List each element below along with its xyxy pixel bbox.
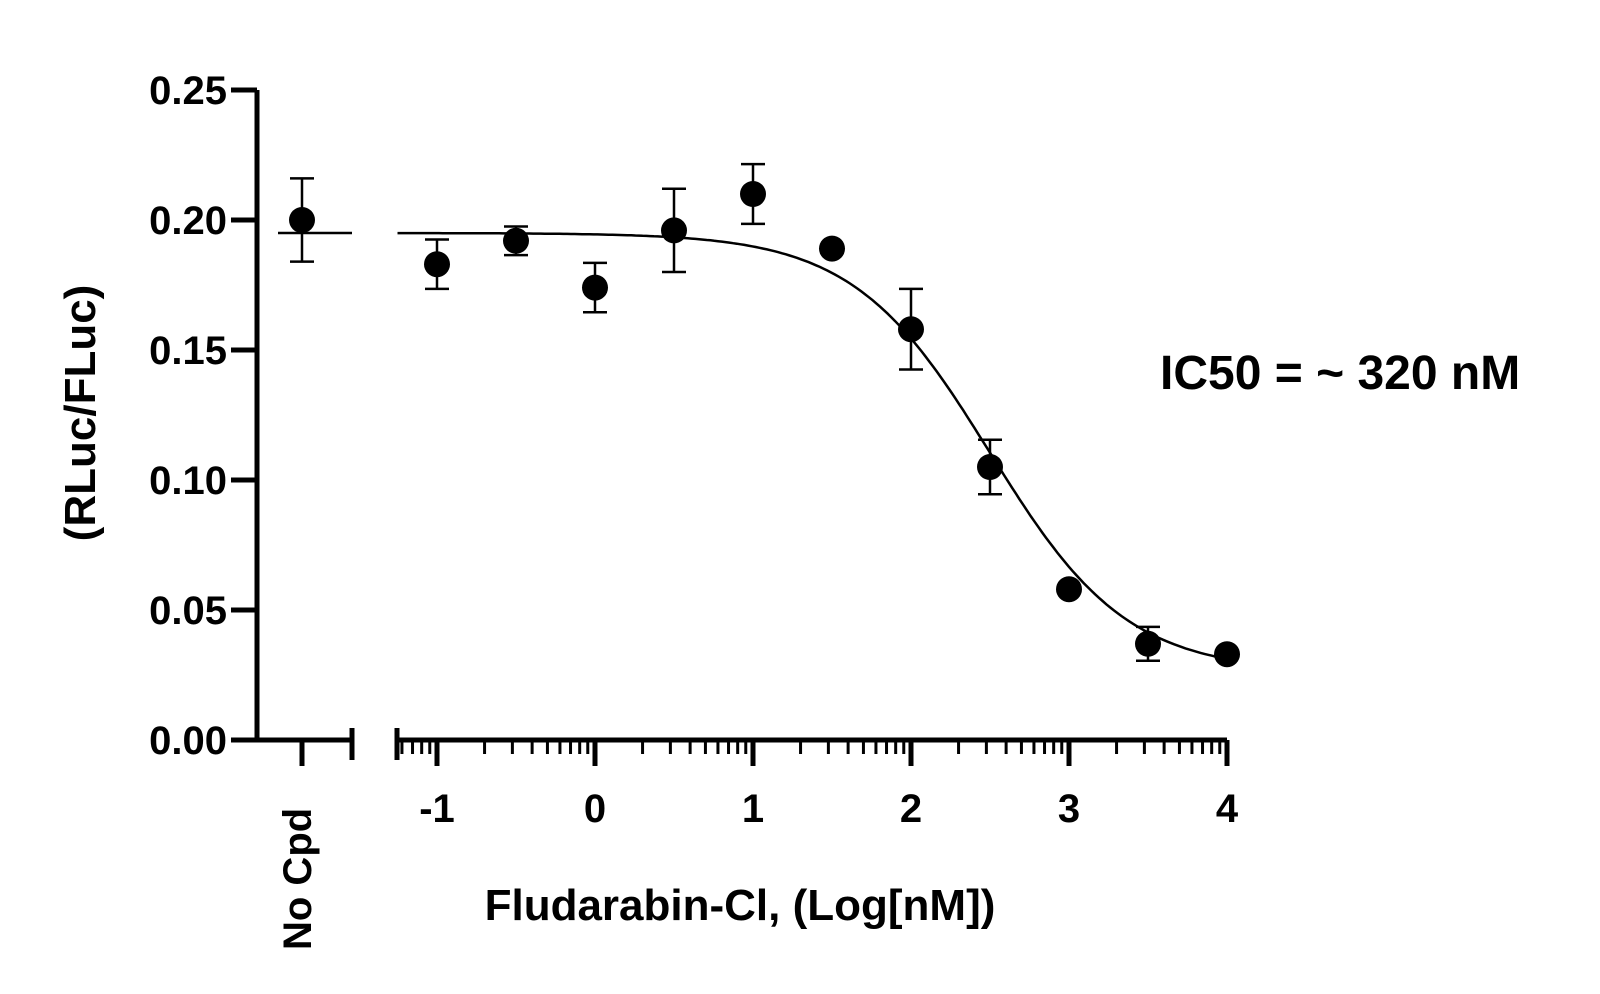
data-point bbox=[503, 227, 529, 254]
x-tick-label: 2 bbox=[900, 787, 922, 831]
y-tick-label: 0.10 bbox=[149, 459, 227, 503]
x-tick-label: 0 bbox=[584, 787, 606, 831]
data-point bbox=[1135, 630, 1161, 657]
data-point bbox=[582, 274, 608, 301]
x-tick-label: 4 bbox=[1216, 787, 1239, 831]
data-point bbox=[977, 454, 1003, 480]
data-point bbox=[661, 217, 687, 244]
y-tick-label: 0.15 bbox=[149, 329, 227, 373]
data-point bbox=[424, 251, 450, 278]
fit-curve bbox=[397, 231, 1228, 661]
y-tick-label: 0.25 bbox=[149, 69, 227, 113]
y-tick-label: 0.00 bbox=[149, 719, 227, 763]
x-tick-label: 1 bbox=[742, 787, 764, 831]
data-point bbox=[1214, 641, 1240, 668]
data-points-group bbox=[289, 162, 1240, 668]
y-tick-label: 0.20 bbox=[149, 199, 227, 243]
x-tick-label: 3 bbox=[1058, 787, 1080, 831]
control-point bbox=[289, 207, 315, 233]
y-tick-label: 0.05 bbox=[149, 589, 227, 633]
x-tick-label: -1 bbox=[419, 787, 455, 831]
data-point bbox=[898, 316, 924, 343]
data-point bbox=[740, 181, 766, 207]
x-category-label-no-cpd: No Cpd bbox=[276, 808, 320, 950]
data-point bbox=[819, 235, 845, 262]
axes: 0.00 0.05 0.10 0.15 0.20 0.25 -1 0 1 2 3 4 bbox=[149, 69, 1239, 831]
x-axis-title: Fludarabin-Cl, (Log[nM]) bbox=[485, 881, 996, 930]
ic50-annotation: IC50 = ~ 320 nM bbox=[1160, 347, 1520, 400]
data-point bbox=[1056, 576, 1082, 603]
y-axis-title: (RLuc/FLuc) bbox=[56, 285, 105, 542]
fit-curve-group bbox=[278, 231, 1228, 661]
